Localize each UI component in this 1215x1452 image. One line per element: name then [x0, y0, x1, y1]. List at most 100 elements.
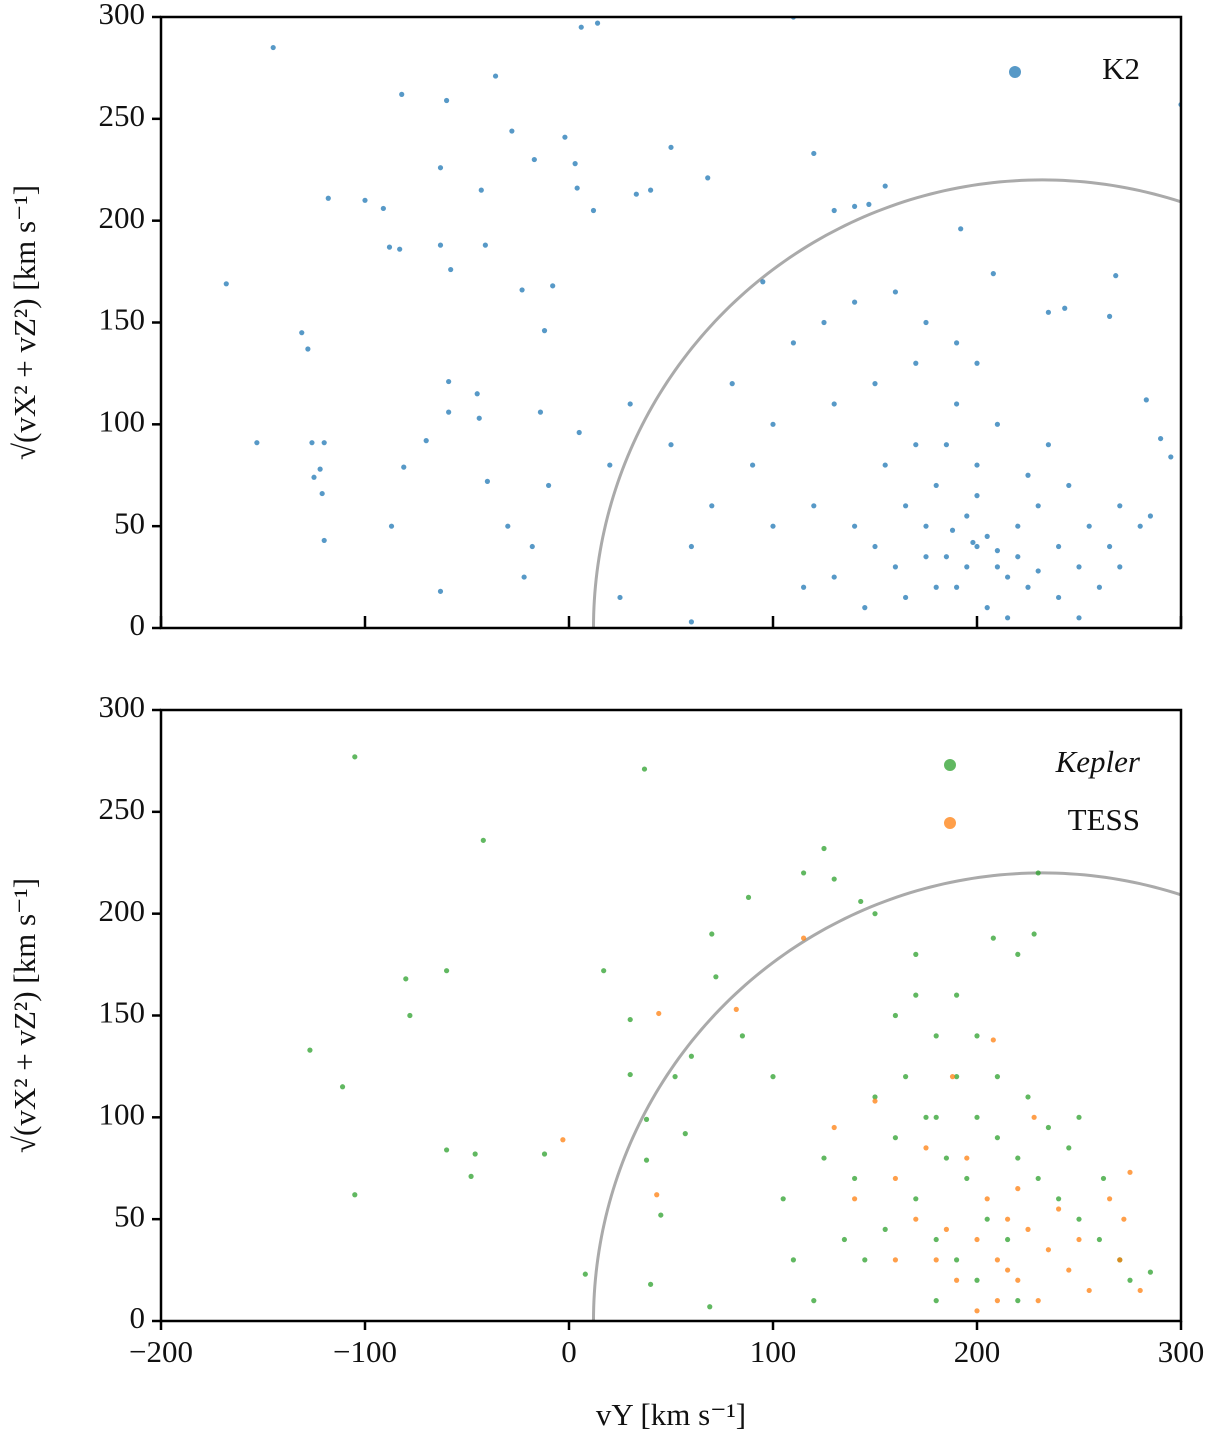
y-tick-label: 200	[99, 200, 146, 235]
x-tick-label: −200	[129, 1334, 193, 1369]
data-point	[601, 968, 607, 974]
data-point	[643, 1116, 650, 1122]
data-point	[811, 503, 817, 509]
data-point	[437, 242, 444, 248]
data-point	[1015, 1155, 1021, 1161]
data-point	[1076, 1114, 1082, 1120]
data-point	[933, 482, 939, 489]
data-point	[841, 1236, 848, 1243]
data-point	[1168, 454, 1174, 460]
x-tick-label: 300	[1158, 1334, 1205, 1369]
data-point	[1076, 564, 1082, 570]
data-point	[954, 992, 960, 998]
data-point	[1015, 1298, 1021, 1304]
data-point	[831, 876, 837, 882]
data-point	[1025, 584, 1031, 590]
data-point	[943, 554, 950, 560]
x-tick-label: −100	[333, 1334, 397, 1369]
data-point	[321, 537, 327, 544]
data-point	[811, 150, 817, 157]
data-point	[352, 754, 358, 760]
data-point	[444, 1147, 450, 1153]
data-point	[994, 1074, 1001, 1080]
data-point	[1076, 615, 1082, 621]
data-point	[954, 1257, 960, 1263]
data-point	[299, 330, 305, 336]
data-point	[478, 187, 484, 193]
data-point	[954, 584, 960, 590]
data-point	[362, 197, 368, 203]
y-tick-label: 250	[99, 98, 146, 133]
data-point	[1031, 931, 1037, 937]
data-point	[668, 442, 674, 448]
y-tick-label: 100	[99, 403, 146, 438]
data-point	[709, 931, 715, 937]
data-point	[705, 175, 711, 181]
y-tick-label: 100	[99, 1096, 146, 1131]
y-tick-label: 300	[99, 689, 146, 724]
legend-marker	[1009, 66, 1021, 78]
data-point	[1107, 1196, 1113, 1202]
data-point	[474, 391, 480, 397]
data-point	[531, 156, 537, 163]
data-point	[943, 1226, 950, 1232]
data-point	[576, 429, 582, 436]
data-point	[852, 1175, 858, 1182]
data-point	[1137, 1287, 1143, 1294]
data-point	[745, 894, 752, 900]
data-point	[949, 1074, 956, 1080]
data-point	[1045, 442, 1051, 448]
data-point	[923, 319, 929, 326]
data-point	[446, 378, 452, 385]
data-point	[309, 440, 315, 446]
data-point	[958, 226, 964, 232]
data-point	[1025, 1226, 1031, 1232]
data-point	[750, 462, 756, 468]
data-point	[590, 207, 597, 214]
data-point	[654, 1192, 660, 1198]
data-point	[821, 845, 827, 852]
data-point	[319, 490, 325, 497]
data-point	[964, 1175, 970, 1182]
data-point	[729, 381, 735, 387]
data-point	[760, 279, 766, 285]
data-point	[974, 1236, 980, 1243]
data-point	[1005, 1267, 1011, 1273]
data-point	[541, 1151, 548, 1157]
data-point	[770, 421, 776, 427]
data-point	[1015, 951, 1021, 958]
data-point	[1005, 615, 1011, 621]
data-point	[984, 533, 990, 539]
data-point	[648, 1281, 654, 1287]
data-point	[1066, 1145, 1072, 1151]
data-point	[254, 440, 260, 446]
data-point	[321, 440, 327, 446]
data-point	[872, 381, 878, 387]
y-tick-label: 200	[99, 893, 146, 928]
data-point	[1045, 1247, 1051, 1253]
data-point	[892, 1175, 899, 1182]
data-point	[994, 1298, 1001, 1304]
data-point	[1107, 543, 1113, 550]
data-point	[317, 466, 323, 472]
data-point	[617, 594, 623, 601]
data-point	[505, 523, 511, 529]
data-point	[1137, 523, 1143, 529]
data-point	[560, 1137, 566, 1143]
data-point	[1035, 1298, 1041, 1304]
data-point	[994, 421, 1001, 427]
data-point	[964, 564, 970, 570]
data-point	[688, 543, 695, 550]
data-point	[872, 543, 878, 550]
data-point	[933, 1114, 939, 1120]
data-point	[1031, 1114, 1037, 1120]
data-point	[388, 523, 395, 529]
data-point	[964, 1155, 970, 1161]
data-point	[1045, 1124, 1051, 1131]
data-point	[688, 619, 695, 625]
data-point	[1056, 594, 1062, 601]
data-point	[1035, 503, 1041, 509]
data-point	[913, 992, 919, 998]
data-point	[923, 523, 929, 529]
data-point	[476, 415, 482, 421]
